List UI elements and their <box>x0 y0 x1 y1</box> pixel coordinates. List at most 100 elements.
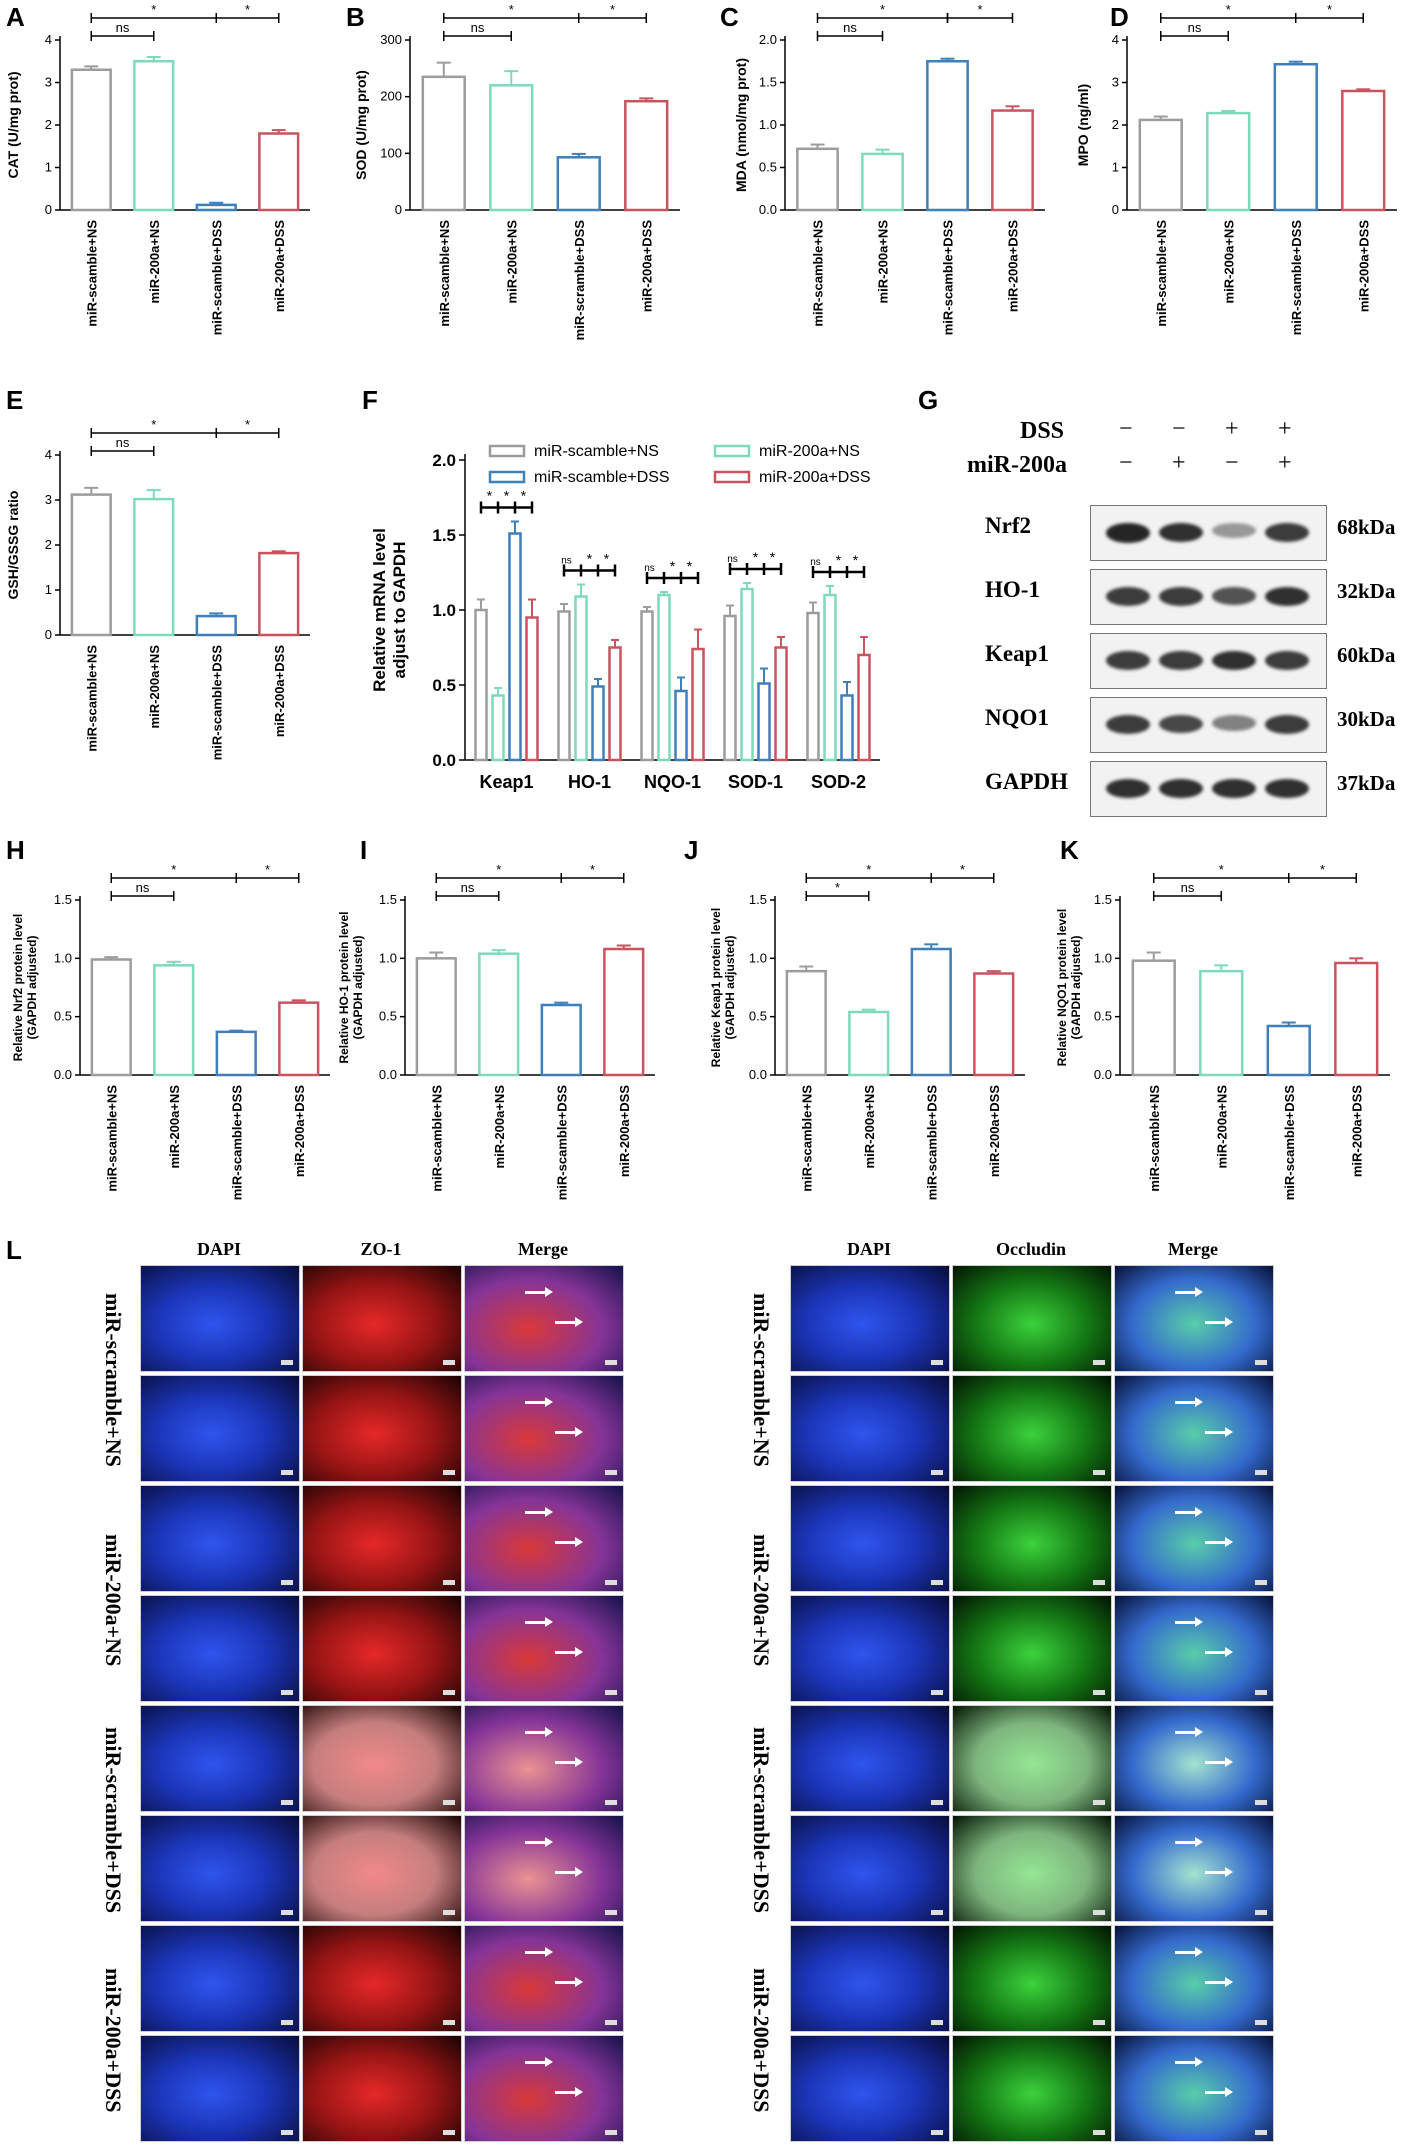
significance-label: * <box>960 862 965 877</box>
bar <box>1199 969 1244 1077</box>
y-tick-label: 0.0 <box>432 751 456 770</box>
scale-bar <box>1093 1690 1105 1695</box>
y-axis-label: (GAPDH adjusted) <box>351 935 365 1039</box>
legend-swatch <box>713 470 751 484</box>
x-tick-label: miR-200a+NS <box>876 220 891 304</box>
y-tick-label: 1.0 <box>432 601 456 620</box>
chart-c-svg: 0.0 0.5 1.0 1.5 2.0 MDA (nmol/mg prot) miR-sca… <box>733 2 1045 335</box>
panel-label: D <box>1110 2 1129 32</box>
scale-bar <box>1093 2020 1105 2025</box>
y-tick-label: 1.5 <box>749 892 767 907</box>
annotation-arrow <box>525 1727 553 1737</box>
bar <box>195 614 237 637</box>
x-tick-label: miR-scamble+DSS <box>554 1085 569 1201</box>
significance-label: * <box>1226 2 1231 17</box>
panel-j: J 0.0 0.5 1.0 1.5 Relative Keap1 protein leve… <box>680 830 1040 1230</box>
x-tick-label: HO-1 <box>568 772 611 792</box>
annotation-arrow <box>555 1757 583 1767</box>
protein-band <box>1106 523 1150 543</box>
molecular-weight: 32kDa <box>1337 579 1396 603</box>
molecular-weight: 68kDa <box>1337 515 1396 539</box>
micrograph <box>952 1815 1112 1922</box>
x-tick-label: SOD-2 <box>811 772 866 792</box>
y-tick-label: 0.0 <box>749 1067 767 1082</box>
annotation-arrow <box>1175 1287 1203 1297</box>
bar <box>70 68 112 212</box>
significance-label: * <box>509 2 514 17</box>
micrograph <box>790 1375 950 1482</box>
y-tick-label: 1.5 <box>432 526 456 545</box>
scale-bar <box>443 1910 455 1915</box>
protein-band <box>1106 651 1150 670</box>
scale-bar <box>931 2020 943 2025</box>
scale-bar <box>1093 2130 1105 2135</box>
chart-b-svg: 0 100 200 300 SOD (U/mg prot) miR-scamble+NS m… <box>353 2 680 340</box>
protein-band <box>1159 715 1203 733</box>
protein-band <box>1106 587 1150 606</box>
annotation-arrow <box>555 1977 583 1987</box>
annotation-arrow <box>525 1617 553 1627</box>
annotation-arrow <box>555 2087 583 2097</box>
panel-label: J <box>684 835 699 865</box>
bar <box>857 653 871 762</box>
row-label: miR-scramble+DSS <box>749 1726 774 1914</box>
y-tick-label: 0.5 <box>432 676 456 695</box>
x-tick-label: miR-scamble+NS <box>799 1085 814 1192</box>
legend-swatch <box>488 444 526 458</box>
y-tick-label: 0 <box>395 202 402 217</box>
legend-label: miR-200a+NS <box>759 443 860 460</box>
bar <box>133 497 175 637</box>
bar <box>823 593 837 762</box>
annotation-arrow <box>525 2057 553 2067</box>
scale-bar <box>605 1910 617 1915</box>
y-tick-label: 4 <box>1112 32 1119 47</box>
y-tick-label: 0.5 <box>1094 1009 1112 1024</box>
significance-label: * <box>770 549 776 565</box>
micrograph <box>140 2035 300 2142</box>
micrograph <box>790 1705 950 1812</box>
significance-label: * <box>245 2 250 17</box>
micrograph <box>464 1925 624 2032</box>
y-tick-label: 1 <box>45 160 52 175</box>
panel-d: D 0 1 2 3 4 MPO (ng/ml) miR-scamble+NS miR-200a+… <box>1060 0 1417 380</box>
treatment-label: miR-200a <box>967 452 1067 478</box>
x-tick-label: miR-200a+NS <box>862 1085 877 1169</box>
bar <box>973 972 1015 1077</box>
scale-bar <box>931 1360 943 1365</box>
significance-label: ns <box>136 880 150 895</box>
scale-bar <box>443 1470 455 1475</box>
panel-h: H 0.0 0.5 1.0 1.5 Relative Nrf2 protein level… <box>0 830 340 1230</box>
micrograph <box>952 1705 1112 1812</box>
annotation-arrow <box>555 1427 583 1437</box>
bar <box>785 969 827 1077</box>
bar <box>591 685 605 762</box>
chart-i-svg: 0.0 0.5 1.0 1.5 Relative HO-1 protein level(… <box>337 862 655 1201</box>
micrograph <box>302 1595 462 1702</box>
micrograph <box>464 1595 624 1702</box>
panel-label: E <box>6 385 24 415</box>
significance-label: * <box>171 862 176 877</box>
bar <box>774 646 788 762</box>
x-tick-label: miR-scamble+DSS <box>924 1085 939 1201</box>
bar <box>474 608 488 762</box>
y-tick-label: 1.0 <box>749 950 767 965</box>
x-tick-label: miR-200a+DSS <box>292 1085 307 1177</box>
bar <box>848 1010 890 1077</box>
y-axis-label: MPO (ng/ml) <box>1075 84 1091 166</box>
column-header: DAPI <box>847 1239 891 1259</box>
significance-label: * <box>1219 862 1224 877</box>
micrograph <box>140 1815 300 1922</box>
micrograph <box>952 1925 1112 2032</box>
significance-label: * <box>587 551 593 567</box>
micrograph <box>140 1265 300 1372</box>
annotation-arrow <box>1175 1727 1203 1737</box>
significance-label: * <box>880 2 885 17</box>
legend-label: miR-200a+DSS <box>759 469 871 486</box>
scale-bar <box>443 2020 455 2025</box>
micrograph <box>302 1815 462 1922</box>
significance-label: * <box>496 862 501 877</box>
scale-bar <box>605 2130 617 2135</box>
micrograph <box>464 2035 624 2142</box>
x-tick-label: miR-200a+NS <box>492 1085 507 1169</box>
y-axis-label: Relative HO-1 protein level <box>337 911 351 1063</box>
